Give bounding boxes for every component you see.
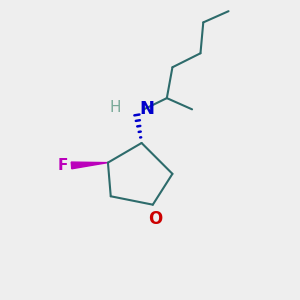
Text: N: N xyxy=(139,100,154,118)
Text: O: O xyxy=(148,210,163,228)
Text: F: F xyxy=(58,158,68,173)
Polygon shape xyxy=(71,162,108,169)
Text: H: H xyxy=(109,100,121,116)
